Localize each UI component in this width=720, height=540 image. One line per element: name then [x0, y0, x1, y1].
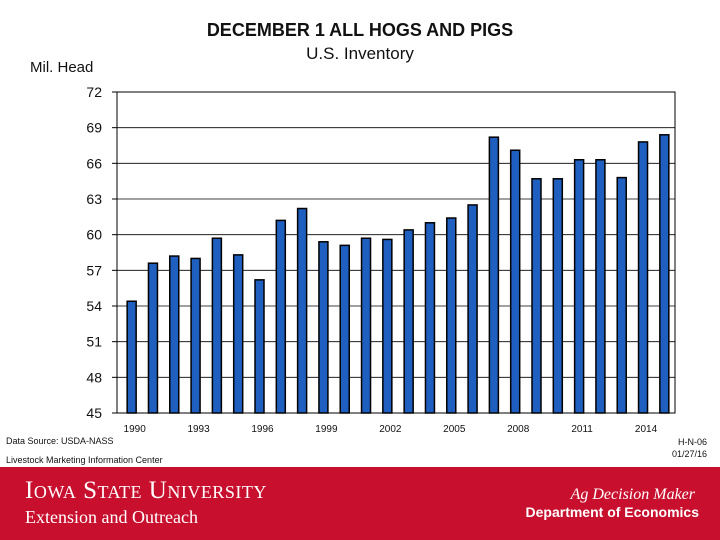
bar-1999 — [318, 241, 329, 414]
y-tick-label: 63 — [86, 191, 102, 207]
y-tick-label: 51 — [86, 334, 102, 350]
bar-1995 — [232, 254, 244, 414]
bar-1996 — [254, 279, 265, 414]
x-tick-label: 2002 — [379, 424, 402, 435]
bar-2013 — [616, 176, 627, 414]
bar-2004 — [424, 222, 436, 414]
bar-1990 — [126, 300, 137, 414]
y-axis-label: Mil. Head — [30, 59, 94, 76]
bar-2015 — [659, 134, 670, 414]
data-source-note: Data Source: USDA-NASS — [6, 436, 114, 446]
y-tick-label: 72 — [86, 84, 102, 100]
y-tick-label: 66 — [86, 155, 102, 171]
x-tick-label: 2005 — [443, 424, 466, 435]
x-tick-label: 1996 — [251, 424, 274, 435]
bar-1994 — [211, 237, 223, 414]
extension-unit: Extension and Outreach — [25, 507, 198, 527]
bar-1997 — [275, 219, 287, 414]
bar-2007 — [488, 136, 500, 414]
bar-2006 — [467, 204, 478, 414]
bar-2014 — [637, 141, 649, 414]
bar-1993 — [190, 257, 201, 414]
chart-subtitle: U.S. Inventory — [306, 44, 414, 63]
y-tick-label: 45 — [86, 405, 102, 421]
program-name: Ag Decision Maker — [570, 486, 695, 503]
x-tick-label: 1990 — [124, 424, 147, 435]
chart-date: 01/27/16 — [671, 449, 707, 459]
x-tick-label: 1993 — [187, 424, 210, 435]
bar-1992 — [169, 255, 180, 414]
bar-1991 — [147, 262, 159, 414]
bar-2010 — [552, 178, 564, 414]
x-tick-label: 2008 — [507, 424, 530, 435]
lmic-credit: Livestock Marketing Information Center — [6, 455, 163, 465]
bar-2002 — [382, 238, 393, 414]
y-tick-label: 60 — [86, 227, 102, 243]
x-tick-label: 2014 — [635, 424, 658, 435]
bar-2003 — [403, 229, 414, 414]
y-tick-label: 57 — [86, 262, 102, 278]
bar-2005 — [446, 217, 457, 414]
chart-code: H-N-06 — [677, 437, 707, 447]
y-tick-label: 48 — [86, 369, 102, 385]
x-tick-label: 1999 — [315, 424, 338, 435]
y-tick-label: 54 — [86, 298, 102, 314]
bar-2000 — [339, 244, 350, 414]
chart-title: DECEMBER 1 ALL HOGS AND PIGS — [206, 20, 514, 40]
bar-2009 — [531, 178, 542, 414]
university-banner: Iowa State University Extension and Outr… — [0, 467, 720, 540]
department-name: Department of Economics — [525, 504, 699, 520]
bar-1998 — [296, 207, 308, 414]
y-tick-label: 69 — [86, 120, 102, 136]
bar-2012 — [595, 159, 606, 414]
bar-2011 — [573, 159, 585, 414]
university-name: Iowa State University — [25, 477, 267, 504]
bar-2001 — [360, 237, 372, 414]
bar-2008 — [509, 149, 521, 414]
x-tick-label: 2011 — [571, 424, 593, 435]
